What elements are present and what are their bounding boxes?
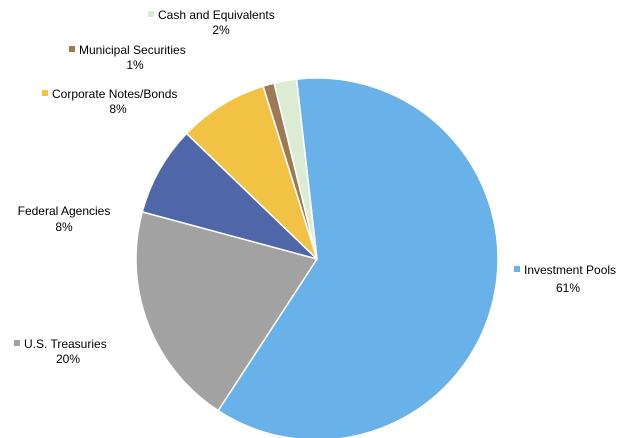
label-name-investment-pools: Investment Pools: [524, 263, 616, 277]
label-value-federal-agencies: 8%: [55, 220, 73, 234]
data-label-cash-and-equivalents: Cash and Equivalents 2%: [148, 8, 275, 37]
label-marker-corporate-notes-bonds: [42, 90, 48, 96]
pie-slice-federal-agencies: [141, 132, 318, 260]
label-value-cash-and-equivalents: 2%: [212, 23, 230, 37]
pie-slices: [135, 77, 499, 438]
label-name-corporate-notes-bonds: Corporate Notes/Bonds: [52, 87, 177, 101]
label-marker-municipal-securities: [69, 46, 75, 52]
pie-slice-cash-and-equivalents: [273, 78, 318, 260]
label-marker-us-treasuries: [14, 340, 20, 346]
data-label-corporate-notes-bonds: Corporate Notes/Bonds 8%: [42, 87, 177, 116]
data-label-us-treasuries: U.S. Treasuries 20%: [14, 337, 107, 366]
data-label-investment-pools: Investment Pools 61%: [514, 263, 616, 295]
label-marker-cash-and-equivalents: [148, 11, 154, 17]
label-value-corporate-notes-bonds: 8%: [109, 102, 127, 116]
label-value-us-treasuries: 20%: [56, 352, 80, 366]
pie-slice-u-s-treasuries: [135, 210, 319, 412]
label-name-municipal-securities: Municipal Securities: [79, 43, 186, 57]
label-value-municipal-securities: 1%: [126, 58, 144, 72]
data-label-municipal-securities: Municipal Securities 1%: [69, 43, 186, 72]
pie-slice-corporate-notes-bonds: [185, 85, 318, 260]
label-name-us-treasuries: U.S. Treasuries: [24, 337, 107, 351]
pie-slice-investment-pools: [217, 77, 499, 438]
label-name-federal-agencies: Federal Agencies: [18, 204, 111, 218]
label-name-cash-and-equivalents: Cash and Equivalents: [158, 8, 275, 22]
label-marker-investment-pools: [514, 266, 520, 272]
label-value-investment-pools: 61%: [556, 281, 580, 295]
data-label-federal-agencies: Federal Agencies 8%: [18, 204, 111, 234]
